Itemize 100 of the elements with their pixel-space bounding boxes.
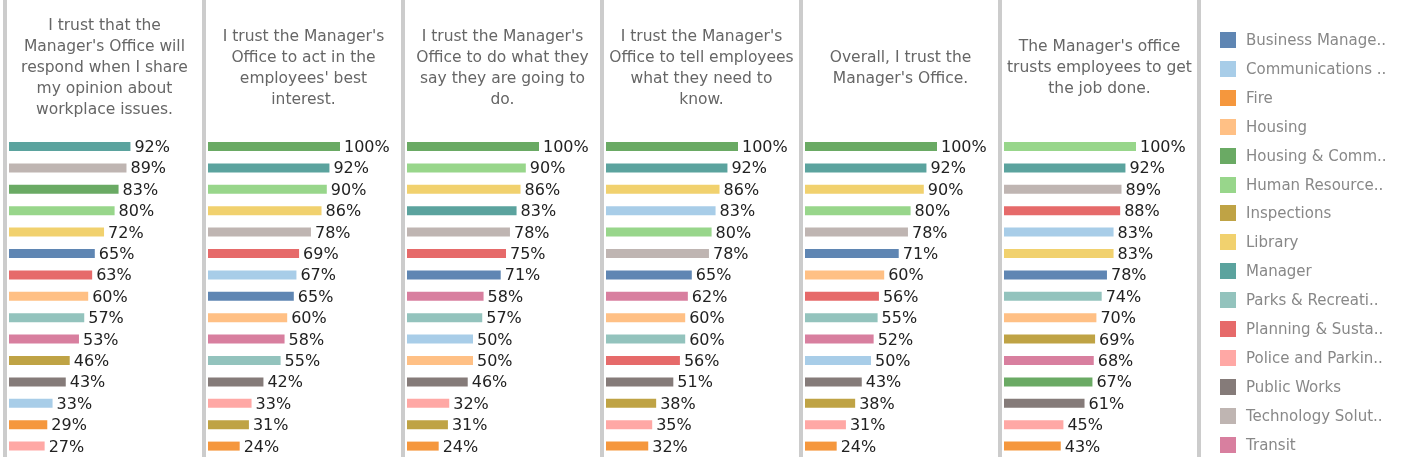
bar <box>805 184 924 194</box>
bar <box>606 313 686 323</box>
data-label: 90% <box>927 179 964 199</box>
data-label: 86% <box>325 201 362 221</box>
data-label: 24% <box>243 436 280 456</box>
data-label: 78% <box>911 222 948 242</box>
data-label: 89% <box>1125 179 1162 199</box>
bar <box>606 270 692 280</box>
data-label: 78% <box>1110 265 1147 285</box>
data-label: 70% <box>1100 308 1136 328</box>
data-label: 71% <box>504 265 541 285</box>
data-label: 60% <box>689 308 725 328</box>
bar <box>208 420 249 430</box>
bar <box>805 270 885 280</box>
category-label: Human Resource.. <box>1246 175 1384 194</box>
bar <box>805 206 911 216</box>
data-label: 38% <box>859 393 895 413</box>
bar <box>1004 356 1094 365</box>
data-label: 42% <box>267 372 303 392</box>
data-label: 83% <box>719 201 756 221</box>
data-label: 33% <box>255 393 292 413</box>
data-label: 58% <box>487 286 524 306</box>
bar <box>9 334 79 344</box>
bar <box>606 249 709 258</box>
bar <box>805 334 874 344</box>
bar <box>208 249 300 258</box>
data-label: 46% <box>73 351 110 370</box>
category-label: Housing & Comm.. <box>1246 146 1387 165</box>
bar <box>208 163 330 173</box>
bar <box>407 356 473 365</box>
data-label: 31% <box>849 415 886 435</box>
bar <box>1004 206 1121 216</box>
bar <box>1004 142 1136 151</box>
bar <box>1004 313 1097 323</box>
bar <box>407 206 517 216</box>
bar <box>606 377 674 387</box>
bar <box>9 270 93 280</box>
data-label: 50% <box>477 351 513 370</box>
bar <box>407 398 450 408</box>
bar <box>805 142 937 151</box>
data-label: 92% <box>930 158 966 178</box>
data-label: 56% <box>683 351 720 370</box>
bar <box>407 184 521 194</box>
data-label: 46% <box>471 372 508 392</box>
bar <box>208 270 297 280</box>
chart-title: Overall, I trust the Manager's Office. <box>828 46 973 89</box>
bar <box>1004 227 1114 237</box>
data-label: 80% <box>118 201 155 221</box>
data-label: 43% <box>865 372 902 392</box>
data-label: 62% <box>691 286 728 306</box>
data-label: 83% <box>122 179 159 199</box>
data-label: 56% <box>882 286 919 306</box>
data-label: 55% <box>284 351 321 370</box>
chart-title: I trust the Manager's Office to do what they say they are going to do. <box>415 25 590 110</box>
bar <box>9 420 48 430</box>
data-label: 78% <box>513 222 550 242</box>
data-label: 24% <box>840 436 877 456</box>
category-label: Police and Parkin.. <box>1246 348 1383 367</box>
bar <box>407 163 526 173</box>
bar <box>9 377 66 387</box>
data-label: 60% <box>291 308 327 328</box>
chart-title: I trust the Manager's Office to tell employees what they need to know. <box>608 25 795 110</box>
bar <box>9 249 95 258</box>
data-label: 86% <box>723 179 760 199</box>
bar <box>208 441 240 451</box>
bar <box>1004 398 1085 408</box>
bar <box>208 142 340 151</box>
bar <box>407 227 510 237</box>
data-label: 92% <box>134 137 170 156</box>
data-label: 80% <box>914 201 951 221</box>
chart-title: I trust that the Manager's Office will respond when I share my opinion about workplace issues. <box>20 15 189 120</box>
bar <box>1004 249 1114 258</box>
category-label: Inspections <box>1246 204 1332 223</box>
bar <box>1004 377 1093 387</box>
data-label: 69% <box>303 244 339 263</box>
chart-title: I trust the Manager's Office to act in the employees' best interest. <box>221 25 386 110</box>
data-label: 83% <box>520 201 557 221</box>
bar <box>1004 334 1096 344</box>
data-label: 65% <box>98 244 135 263</box>
bar <box>606 227 712 237</box>
data-label: 74% <box>1105 286 1142 306</box>
bar <box>606 334 686 344</box>
bar <box>606 420 653 430</box>
data-label: 80% <box>715 222 752 242</box>
category-label: Public Works <box>1246 377 1341 396</box>
data-label: 58% <box>288 329 325 349</box>
data-label: 83% <box>1117 222 1154 242</box>
bar <box>407 142 539 151</box>
bar <box>1004 270 1107 280</box>
data-label: 31% <box>451 415 488 435</box>
bar <box>805 227 908 237</box>
bar <box>407 291 484 301</box>
data-label: 61% <box>1088 393 1125 413</box>
data-label: 68% <box>1097 351 1134 370</box>
bar <box>208 184 327 194</box>
bar <box>407 334 473 344</box>
data-label: 33% <box>56 393 93 413</box>
bar <box>1004 441 1061 451</box>
category-label: Housing <box>1246 117 1307 136</box>
bar <box>208 377 264 387</box>
